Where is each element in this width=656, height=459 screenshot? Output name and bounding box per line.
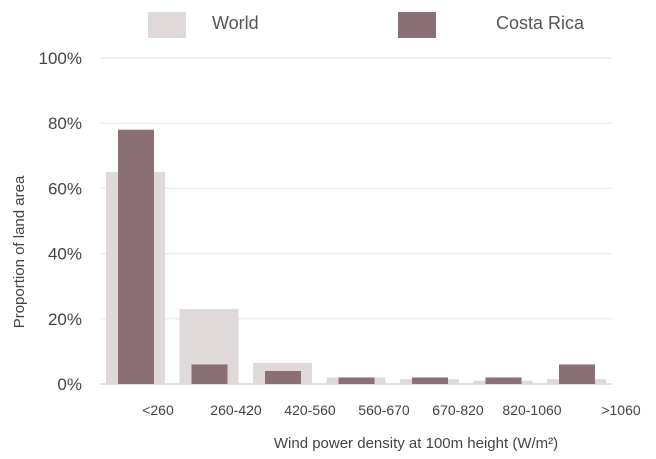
gridlines (100, 57, 612, 385)
bar-costa-rica (118, 129, 154, 384)
bar-costa-rica (485, 377, 522, 384)
x-axis-title: Wind power density at 100m height (W/m²) (274, 435, 558, 452)
bar-costa-rica (191, 364, 228, 384)
bar-costa-rica (265, 370, 301, 384)
bars (106, 129, 606, 384)
y-axis-title: Proportion of land area (11, 175, 28, 328)
bar-costa-rica (338, 377, 375, 384)
y-axis-ticks: 0% 20% 40% 60% 80% 100% (39, 49, 82, 394)
x-tick-label: 820-1060 (502, 402, 561, 418)
legend-label: Costa Rica (496, 13, 585, 33)
y-tick-label: 0% (57, 375, 82, 394)
y-tick-label: 60% (48, 179, 82, 198)
y-tick-label: 40% (48, 245, 82, 264)
x-tick-label: 560-670 (358, 402, 410, 418)
x-tick-label: 420-560 (284, 402, 336, 418)
y-tick-label: 20% (48, 310, 82, 329)
legend-swatch (398, 12, 436, 38)
x-tick-label: 670-820 (432, 402, 484, 418)
x-tick-label: <260 (142, 402, 174, 418)
x-axis-ticks: <260 260-420 420-560 560-670 670-820 820-1060… (142, 402, 641, 418)
x-tick-label: >1060 (601, 402, 641, 418)
bar-costa-rica (412, 377, 448, 384)
bar-costa-rica (559, 364, 595, 384)
legend-label: World (212, 13, 259, 33)
legend-swatch (148, 12, 186, 38)
y-tick-label: 80% (48, 114, 82, 133)
legend: World Costa Rica (148, 12, 585, 38)
y-tick-label: 100% (39, 49, 82, 68)
x-tick-label: 260-420 (210, 402, 262, 418)
